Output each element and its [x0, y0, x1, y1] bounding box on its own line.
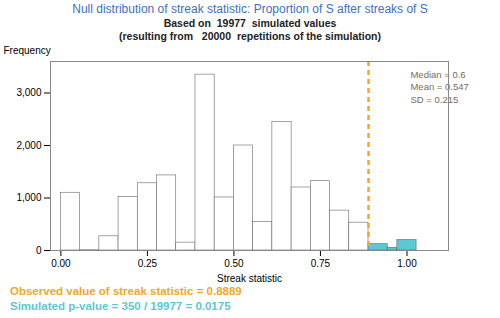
- html-text:Observed value of streak stati: Observed value of streak statistic = 0.8…: [10, 285, 242, 297]
- svg-text:0.00: 0.00: [51, 258, 71, 269]
- svg-text:2,000: 2,000: [16, 140, 41, 151]
- html-text:Simulated p-value = 350 / 1997: Simulated p-value = 350 / 19977 = 0.0175: [10, 300, 231, 312]
- svg-text:1.00: 1.00: [397, 258, 417, 269]
- html-text:Null distribution of streak st: Null distribution of streak statistic: P…: [72, 2, 428, 16]
- html-text:(resulting from 20000 repetiti: (resulting from 20000 repetitions of the…: [119, 30, 381, 42]
- html-text:Based on 19977 simulated value: Based on 19977 simulated values: [163, 17, 337, 29]
- svg-text:0.25: 0.25: [138, 258, 158, 269]
- svg-text:Frequency: Frequency: [4, 45, 51, 56]
- svg-text:0.75: 0.75: [311, 258, 331, 269]
- svg-text:0.50: 0.50: [224, 258, 244, 269]
- svg-text:Streak statistic: Streak statistic: [217, 273, 282, 284]
- svg-text:0: 0: [36, 245, 42, 256]
- svg-text:1,000: 1,000: [16, 192, 41, 203]
- svg-text:Median = 0.6Mean = 0.547SD = 0: Median = 0.6Mean = 0.547SD = 0.215: [410, 69, 468, 105]
- svg-text:3,000: 3,000: [16, 87, 41, 98]
